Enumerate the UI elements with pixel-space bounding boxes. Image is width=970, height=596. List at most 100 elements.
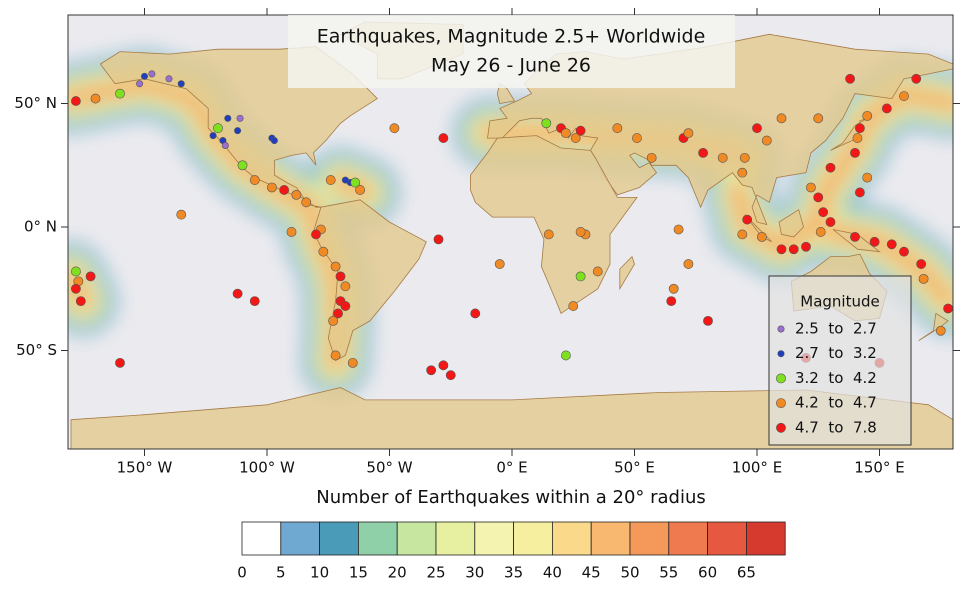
colorbar-cell bbox=[357, 521, 398, 556]
earthquake bbox=[575, 125, 586, 136]
colorbar-tick-label: 20 bbox=[388, 564, 407, 582]
earthquake bbox=[71, 96, 81, 106]
subtitle: May 26 - June 26 bbox=[431, 55, 591, 77]
earthquake bbox=[862, 172, 873, 183]
earthquake bbox=[757, 231, 767, 242]
landmass bbox=[70, 387, 953, 449]
earthquake bbox=[632, 133, 642, 143]
earthquake bbox=[335, 271, 346, 282]
earthquake bbox=[90, 93, 101, 104]
earthquake bbox=[788, 244, 799, 255]
earthquake bbox=[612, 123, 623, 134]
colorbar-cell bbox=[590, 521, 631, 556]
colorbar-cell bbox=[474, 521, 514, 556]
earthquake bbox=[141, 72, 149, 80]
earthquake bbox=[249, 175, 260, 185]
earthquake bbox=[592, 266, 603, 277]
earthquake bbox=[237, 160, 248, 171]
earthquake bbox=[291, 189, 302, 200]
earthquake bbox=[494, 259, 505, 269]
earthquake bbox=[813, 113, 824, 124]
legend-swatch bbox=[776, 422, 786, 433]
lon-tick-label: 50° E bbox=[614, 459, 655, 477]
lon-tick-label: 150° E bbox=[854, 459, 904, 477]
legend-swatch bbox=[776, 373, 786, 384]
earthquake bbox=[136, 80, 144, 88]
earthquake bbox=[221, 141, 229, 149]
earthquake bbox=[916, 259, 927, 269]
colorbar-cell bbox=[241, 521, 282, 556]
earthquake bbox=[806, 182, 816, 193]
earthquake bbox=[943, 303, 953, 314]
earthquake bbox=[318, 246, 329, 257]
colorbar-tick-label: 25 bbox=[426, 564, 445, 582]
earthquake bbox=[899, 91, 909, 101]
earthquake bbox=[301, 197, 312, 208]
legend-label: 2.7 to 3.2 bbox=[795, 344, 877, 362]
earthquake bbox=[541, 118, 552, 129]
earthquake bbox=[148, 70, 156, 78]
title-box bbox=[288, 15, 735, 88]
earthquake bbox=[543, 229, 554, 240]
earthquake bbox=[869, 236, 880, 247]
earthquake bbox=[85, 271, 96, 282]
legend-swatch bbox=[776, 398, 786, 408]
colorbar-cell bbox=[552, 521, 592, 556]
earthquake-points bbox=[71, 70, 953, 381]
earthquake bbox=[761, 135, 772, 146]
colorbar-tick-label: 55 bbox=[659, 564, 678, 582]
earthquake bbox=[224, 114, 232, 122]
colorbar-cell bbox=[435, 521, 476, 556]
earthquake bbox=[855, 123, 865, 134]
earthquake bbox=[426, 365, 437, 376]
colorbar-tick-label: 40 bbox=[543, 564, 562, 582]
earthquake bbox=[234, 127, 242, 135]
earthquake bbox=[115, 88, 125, 99]
earthquake bbox=[311, 229, 321, 240]
earthquake bbox=[752, 123, 762, 134]
earthquake bbox=[333, 308, 343, 319]
earthquake bbox=[776, 244, 787, 255]
earthquake bbox=[862, 110, 873, 121]
earthquake bbox=[666, 296, 677, 306]
earthquake bbox=[717, 152, 728, 163]
earthquake bbox=[850, 147, 860, 158]
earthquake bbox=[918, 273, 929, 284]
legend-label: 2.5 to 2.7 bbox=[795, 320, 877, 338]
earthquake bbox=[176, 209, 187, 220]
earthquake bbox=[568, 301, 579, 311]
earthquake bbox=[266, 182, 277, 193]
earthquake bbox=[575, 271, 586, 282]
earthquake bbox=[935, 325, 946, 336]
earthquake bbox=[698, 147, 708, 158]
colorbar-title: Number of Earthquakes within a 20° radiu… bbox=[316, 487, 706, 508]
colorbar-cell bbox=[668, 521, 708, 556]
earthquake bbox=[668, 283, 679, 294]
earthquake bbox=[165, 75, 173, 83]
earthquake bbox=[742, 214, 753, 225]
colorbar-tick-label: 60 bbox=[698, 564, 717, 582]
earthquake bbox=[325, 175, 336, 185]
colorbar-tick-label: 0 bbox=[237, 564, 247, 582]
earthquake bbox=[350, 177, 361, 188]
earthquake bbox=[71, 266, 81, 277]
earthquake bbox=[279, 185, 290, 195]
earthquake bbox=[177, 80, 185, 88]
earthquake bbox=[646, 152, 657, 163]
earthquake bbox=[330, 350, 341, 361]
colorbar-tick-label: 10 bbox=[310, 564, 329, 582]
earthquake bbox=[815, 227, 826, 237]
earthquake bbox=[737, 167, 748, 178]
colorbar-cell bbox=[319, 521, 359, 556]
colorbar-cell bbox=[707, 521, 747, 556]
earthquake bbox=[825, 217, 836, 227]
landmass bbox=[918, 312, 949, 341]
landmass bbox=[778, 209, 804, 238]
earthquake bbox=[209, 132, 217, 140]
earthquake bbox=[825, 162, 836, 173]
earthquake bbox=[561, 350, 571, 361]
colorbar-cell bbox=[396, 521, 437, 556]
lat-tick-label: 0° N bbox=[24, 218, 57, 236]
title: Earthquakes, Magnitude 2.5+ Worldwide bbox=[317, 26, 706, 48]
earthquake bbox=[855, 187, 865, 198]
